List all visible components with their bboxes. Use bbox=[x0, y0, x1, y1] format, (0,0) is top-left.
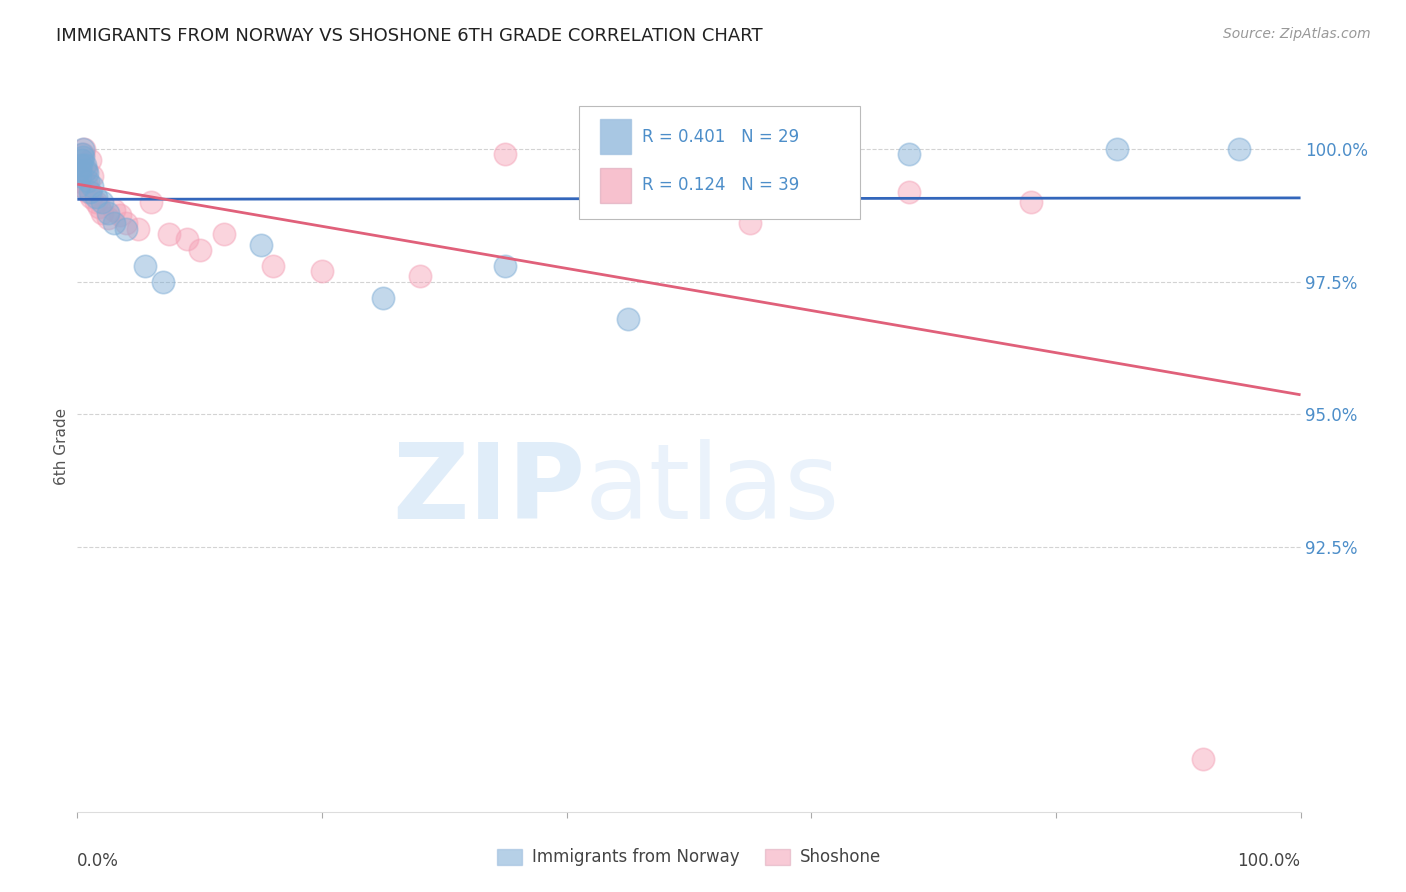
Text: atlas: atlas bbox=[585, 439, 841, 541]
Point bbox=[115, 221, 138, 235]
Point bbox=[76, 166, 98, 180]
Point bbox=[90, 206, 112, 220]
Point bbox=[127, 221, 149, 235]
Point bbox=[67, 174, 90, 188]
Point bbox=[67, 169, 90, 183]
Point bbox=[72, 147, 94, 161]
Point bbox=[77, 174, 100, 188]
Point bbox=[371, 291, 394, 305]
Point bbox=[740, 216, 762, 230]
FancyBboxPatch shape bbox=[599, 168, 631, 202]
Point bbox=[90, 195, 112, 210]
Point bbox=[176, 232, 198, 246]
Point bbox=[69, 158, 91, 172]
Point bbox=[898, 185, 921, 199]
Point bbox=[495, 259, 517, 273]
Point bbox=[76, 179, 98, 194]
Point bbox=[70, 147, 93, 161]
Text: R = 0.124   N = 39: R = 0.124 N = 39 bbox=[643, 177, 800, 194]
Point bbox=[1191, 752, 1213, 766]
Point bbox=[115, 216, 138, 230]
Point bbox=[75, 174, 97, 188]
Point bbox=[97, 211, 120, 225]
Point bbox=[72, 150, 94, 164]
Text: R = 0.401   N = 29: R = 0.401 N = 29 bbox=[643, 128, 800, 145]
Point bbox=[73, 142, 96, 156]
Point bbox=[152, 275, 174, 289]
Point bbox=[139, 195, 162, 210]
Point bbox=[617, 311, 640, 326]
Point bbox=[79, 185, 101, 199]
Point bbox=[73, 163, 96, 178]
Point bbox=[108, 209, 131, 223]
Point bbox=[70, 179, 93, 194]
Point bbox=[69, 163, 91, 178]
Point bbox=[77, 185, 100, 199]
Text: ZIP: ZIP bbox=[392, 439, 585, 541]
FancyBboxPatch shape bbox=[599, 119, 631, 154]
Point bbox=[75, 163, 97, 178]
Point bbox=[103, 203, 125, 218]
Point bbox=[72, 142, 94, 156]
Point bbox=[824, 174, 846, 188]
Point bbox=[188, 243, 211, 257]
Point bbox=[262, 259, 284, 273]
Point bbox=[79, 153, 101, 167]
Text: 100.0%: 100.0% bbox=[1237, 852, 1301, 870]
Text: IMMIGRANTS FROM NORWAY VS SHOSHONE 6TH GRADE CORRELATION CHART: IMMIGRANTS FROM NORWAY VS SHOSHONE 6TH G… bbox=[56, 27, 763, 45]
Point bbox=[80, 179, 103, 194]
Point bbox=[70, 153, 93, 167]
Point bbox=[579, 201, 602, 215]
Point bbox=[1107, 142, 1129, 156]
Point bbox=[740, 190, 762, 204]
Point bbox=[70, 169, 93, 183]
Point bbox=[70, 153, 93, 167]
Point bbox=[212, 227, 235, 241]
Y-axis label: 6th Grade: 6th Grade bbox=[53, 408, 69, 484]
Point bbox=[80, 190, 103, 204]
Point bbox=[1021, 195, 1043, 210]
Legend: Immigrants from Norway, Shoshone: Immigrants from Norway, Shoshone bbox=[491, 841, 887, 873]
Point bbox=[898, 147, 921, 161]
Point bbox=[69, 169, 91, 183]
Point bbox=[134, 259, 156, 273]
Point bbox=[157, 227, 180, 241]
Point bbox=[250, 237, 273, 252]
Point bbox=[409, 269, 432, 284]
Point bbox=[70, 158, 93, 172]
Point bbox=[1229, 142, 1251, 156]
Point bbox=[67, 179, 90, 194]
Point bbox=[69, 163, 91, 178]
Point bbox=[495, 147, 517, 161]
Point bbox=[84, 195, 107, 210]
Text: Source: ZipAtlas.com: Source: ZipAtlas.com bbox=[1223, 27, 1371, 41]
Text: 0.0%: 0.0% bbox=[77, 852, 120, 870]
Point bbox=[84, 190, 107, 204]
Point bbox=[89, 201, 111, 215]
Point bbox=[103, 216, 125, 230]
Point bbox=[73, 158, 96, 172]
FancyBboxPatch shape bbox=[579, 106, 860, 219]
Point bbox=[80, 169, 103, 183]
Point bbox=[311, 264, 333, 278]
Point bbox=[97, 206, 120, 220]
